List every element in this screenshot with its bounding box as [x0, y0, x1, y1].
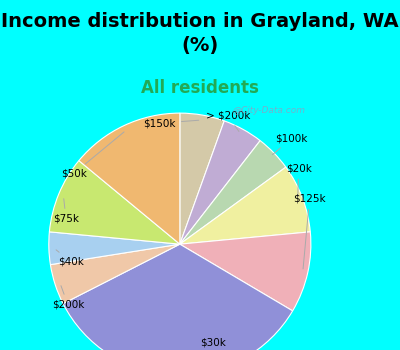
Text: $75k: $75k: [53, 199, 79, 224]
Text: All residents: All residents: [141, 79, 259, 97]
Text: Income distribution in Grayland, WA
(%): Income distribution in Grayland, WA (%): [1, 12, 399, 55]
Wedge shape: [180, 232, 311, 311]
Text: $100k: $100k: [272, 133, 308, 155]
Wedge shape: [50, 244, 180, 304]
Wedge shape: [79, 113, 180, 244]
Text: $20k: $20k: [286, 163, 312, 197]
Wedge shape: [63, 244, 293, 350]
Text: @City-Data.com: @City-Data.com: [233, 106, 306, 114]
Wedge shape: [180, 121, 260, 244]
Wedge shape: [180, 113, 224, 244]
Wedge shape: [49, 232, 180, 265]
Text: $150k: $150k: [144, 118, 199, 128]
Text: $40k: $40k: [56, 250, 84, 267]
Text: > $200k: > $200k: [206, 111, 250, 132]
Text: $50k: $50k: [61, 132, 124, 178]
Text: $200k: $200k: [52, 286, 84, 310]
Wedge shape: [180, 167, 310, 244]
Text: $30k: $30k: [178, 337, 226, 350]
Wedge shape: [180, 141, 286, 244]
Text: $125k: $125k: [293, 194, 326, 269]
Wedge shape: [49, 161, 180, 244]
